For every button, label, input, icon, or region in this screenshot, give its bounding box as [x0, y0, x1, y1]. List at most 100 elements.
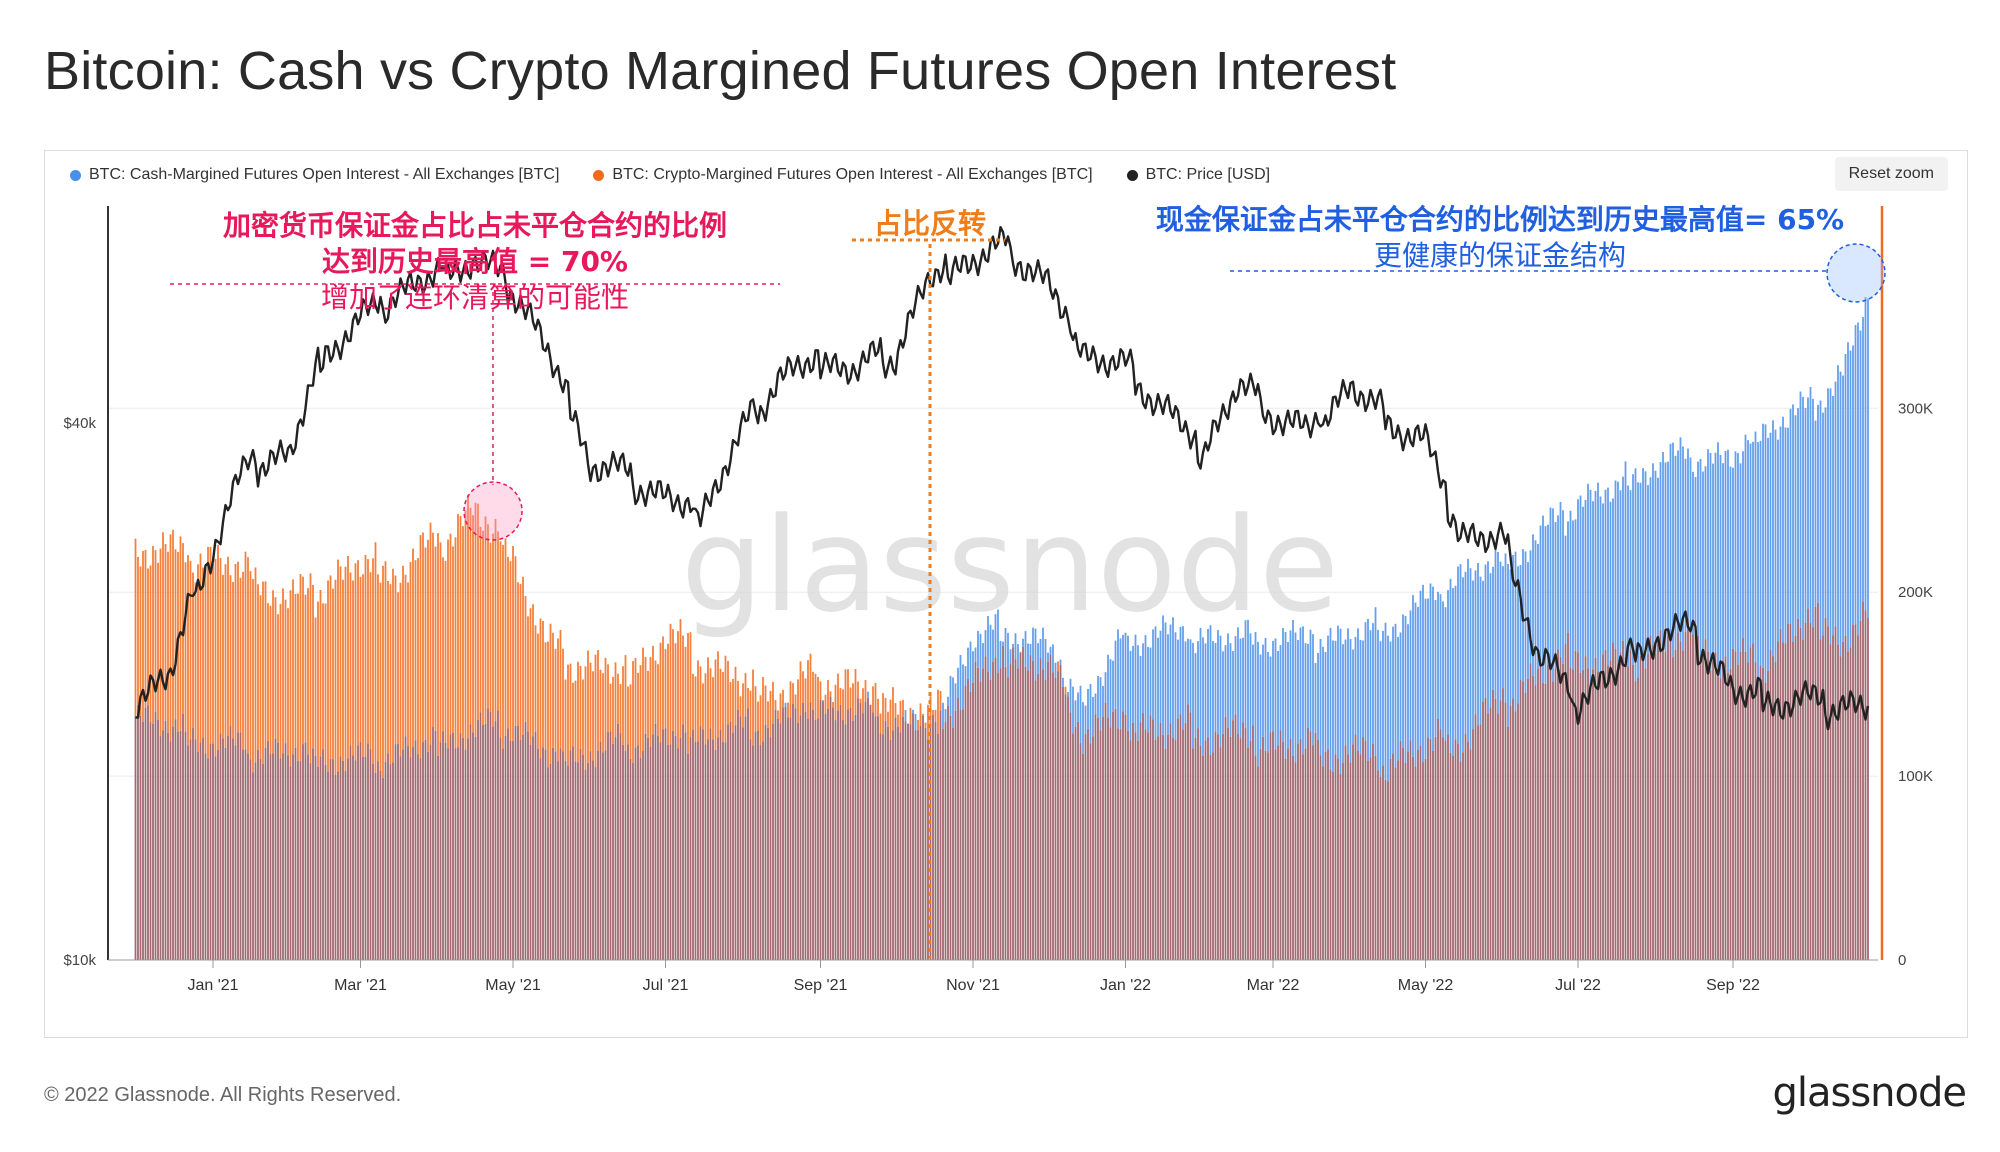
y-left-tick-label: $40k: [63, 415, 96, 432]
bar-top: [667, 643, 669, 745]
legend-item-cash[interactable]: BTC: Cash-Margined Futures Open Interest…: [70, 166, 559, 184]
bar-overlap: [1362, 737, 1364, 960]
bar-overlap: [1672, 657, 1674, 960]
bar-overlap: [1202, 755, 1204, 960]
bar-top: [1219, 635, 1222, 748]
bar-top: [1387, 635, 1389, 782]
bar-overlap: [1469, 749, 1472, 960]
bar-overlap: [1694, 635, 1697, 960]
bar-top: [1339, 628, 1342, 775]
bar-overlap: [1549, 667, 1552, 960]
bar-overlap: [817, 718, 819, 960]
bar-top: [1859, 330, 1862, 621]
bar-top: [272, 590, 274, 754]
bar-overlap: [1267, 752, 1269, 960]
bar-top: [1047, 652, 1049, 662]
bar-overlap: [1322, 766, 1324, 960]
bar-overlap: [1677, 632, 1679, 960]
bar-overlap: [1859, 620, 1862, 960]
bar-overlap: [1137, 740, 1139, 960]
bar-top: [229, 575, 232, 726]
bar-top: [1692, 471, 1694, 635]
bar-top: [1564, 535, 1567, 645]
bar-overlap: [1159, 722, 1162, 960]
bar-overlap: [1829, 644, 1832, 960]
bar-top: [1092, 696, 1094, 737]
bar-top: [1614, 480, 1617, 649]
bar-overlap: [804, 712, 807, 960]
bar-overlap: [509, 740, 512, 960]
bar-overlap: [429, 744, 432, 960]
bar-overlap: [659, 742, 662, 960]
bar-overlap: [1412, 756, 1414, 960]
bar-overlap: [1502, 688, 1504, 960]
bar-top: [674, 643, 677, 736]
bar-overlap: [444, 742, 447, 960]
bar-top: [1662, 451, 1664, 649]
bar-overlap: [1394, 767, 1397, 960]
bar-overlap: [687, 753, 689, 960]
bar-top: [347, 555, 349, 759]
bar-top: [1504, 553, 1507, 703]
bar-overlap: [1669, 638, 1672, 960]
bar-overlap: [1484, 698, 1487, 960]
bar-overlap: [134, 716, 137, 960]
bar-top: [779, 693, 782, 724]
legend-label-crypto: BTC: Crypto-Margined Futures Open Intere…: [612, 166, 1093, 183]
bar-overlap: [1102, 716, 1104, 960]
bar-top: [994, 614, 997, 658]
bar-overlap: [639, 757, 642, 960]
bar-top: [282, 588, 284, 754]
bar-overlap: [719, 729, 722, 960]
bar-top: [612, 676, 614, 744]
bar-overlap: [1762, 667, 1764, 960]
bar-top: [572, 682, 574, 747]
bar-overlap: [307, 754, 309, 960]
bar-overlap: [1194, 737, 1197, 960]
bar-top: [767, 701, 769, 728]
bar-top: [974, 647, 977, 662]
bar-overlap: [1664, 651, 1667, 960]
bar-overlap: [564, 760, 567, 960]
bar-top: [1572, 520, 1574, 670]
bar-top: [1472, 580, 1474, 730]
bar-top: [1309, 629, 1312, 732]
bar-top: [1664, 462, 1667, 652]
bar-top: [1532, 534, 1534, 677]
bar-top: [1169, 624, 1172, 724]
bar-top: [1272, 640, 1274, 732]
price-line: [135, 226, 1870, 731]
bar-top: [617, 673, 619, 724]
bar-top: [277, 614, 279, 743]
bar-top: [234, 563, 237, 746]
bar-overlap: [264, 747, 267, 960]
bar-top: [832, 702, 834, 708]
bar-top: [1249, 633, 1252, 741]
bar-overlap: [902, 716, 904, 960]
bar-overlap: [1282, 742, 1284, 960]
bar-overlap: [477, 719, 479, 960]
bar-top: [144, 549, 147, 708]
bar-overlap: [1487, 713, 1489, 960]
legend-item-crypto[interactable]: BTC: Crypto-Margined Futures Open Intere…: [593, 166, 1093, 184]
bar-overlap: [1127, 730, 1129, 960]
bar-overlap: [1524, 692, 1527, 960]
bar-top: [454, 537, 457, 749]
bar-overlap: [772, 723, 774, 960]
y-right-tick-label: 0: [1898, 952, 1906, 969]
annotation-mid-line1: 占比反转: [873, 207, 986, 240]
reset-zoom-button[interactable]: Reset zoom: [1834, 157, 1948, 191]
bar-top: [302, 576, 304, 745]
bar-top: [567, 664, 569, 766]
bar-overlap: [317, 766, 319, 960]
bar-overlap: [1332, 771, 1334, 960]
bar-overlap: [852, 720, 854, 960]
bar-top: [977, 630, 979, 668]
bar-overlap: [1659, 629, 1662, 960]
annotation-left-line3: 增加了连环清算的可能性: [320, 281, 629, 314]
bar-overlap: [642, 751, 644, 960]
bar-overlap: [794, 708, 797, 960]
bar-overlap: [729, 721, 732, 960]
legend-item-price[interactable]: BTC: Price [USD]: [1126, 166, 1270, 184]
bar-overlap: [167, 732, 169, 960]
